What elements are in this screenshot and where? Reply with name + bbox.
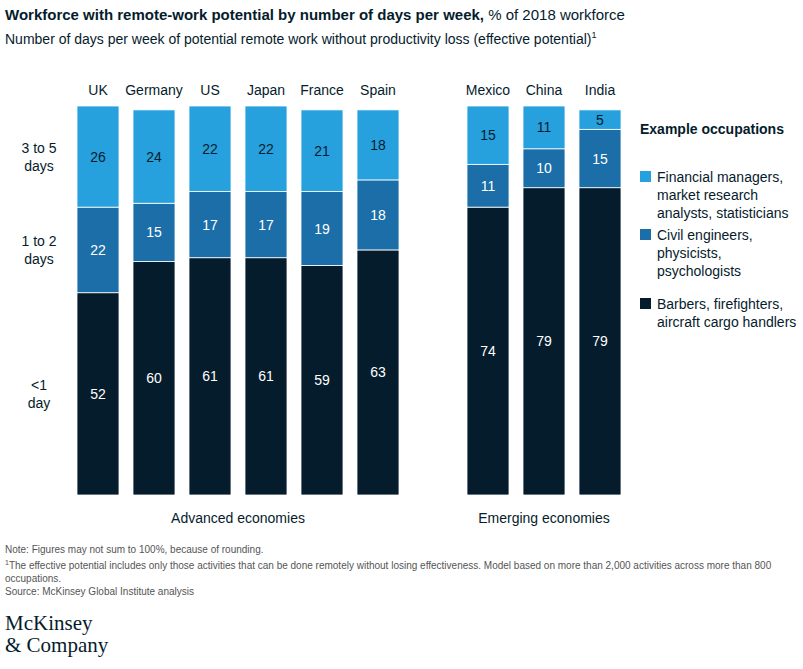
series-label-box: <1 day [18, 376, 60, 412]
bar-segment [523, 188, 565, 495]
title-block: Workforce with remote-work potential by … [5, 6, 800, 24]
category-label: Germany [125, 82, 183, 98]
category-label: UK [88, 82, 108, 98]
bar-segment [467, 106, 509, 164]
data-label: 79 [536, 333, 552, 349]
bar-segment [133, 262, 175, 495]
bar-segment [357, 250, 399, 495]
data-label: 19 [314, 221, 330, 237]
bar-segment [523, 149, 565, 188]
data-label: 15 [480, 127, 496, 143]
data-label: 26 [90, 149, 106, 165]
bar-segment [77, 293, 119, 495]
bar-segment [189, 258, 231, 495]
category-label: Spain [360, 82, 396, 98]
bar-segment [77, 207, 119, 293]
group-label: Emerging economies [478, 510, 610, 526]
bars [77, 106, 621, 495]
logo: McKinsey& Company [5, 612, 108, 656]
logo-line: & Company [5, 633, 108, 657]
source: Source: McKinsey Global Institute analys… [5, 586, 194, 597]
bar-segment [133, 203, 175, 261]
bar-segment [579, 188, 621, 495]
data-label: 17 [202, 217, 218, 233]
data-label: 61 [202, 368, 218, 384]
data-label: 15 [592, 151, 608, 167]
legend-text: Financial managers, market research anal… [657, 169, 789, 221]
bar-segment [245, 106, 287, 192]
legend-swatch [640, 298, 651, 309]
footnote-mark: 1 [5, 559, 9, 566]
subtitle: Number of days per week of potential rem… [5, 31, 591, 47]
data-label: 5 [596, 112, 604, 128]
data-label: 18 [370, 137, 386, 153]
legend-title: Example occupations [640, 121, 784, 137]
bar-segment [467, 164, 509, 207]
bar-segment [301, 110, 343, 192]
legend-item: Barbers, firefighters, aircraft cargo ha… [657, 295, 803, 331]
bar-segment [467, 207, 509, 495]
bar-segment [189, 106, 231, 192]
data-label: 18 [370, 207, 386, 223]
data-label: 10 [536, 160, 552, 176]
category-label: Japan [247, 82, 285, 98]
data-label: 22 [202, 141, 218, 157]
bar-segment [579, 110, 621, 129]
data-label: 24 [146, 149, 162, 165]
data-label: 79 [592, 333, 608, 349]
legend-text: Barbers, firefighters, aircraft cargo ha… [657, 296, 796, 330]
bar-segment [245, 192, 287, 258]
bar-segment [357, 180, 399, 250]
subtitle-mark: 1 [591, 30, 596, 40]
data-labels: 52 22 26 60 15 24 61 17 22 61 17 22 59 19 21 63 18 18 74 11… [90, 112, 608, 402]
bar-segment [133, 110, 175, 203]
title: Workforce with remote-work potential by … [5, 6, 484, 23]
legend-title-box: Example occupations [640, 120, 790, 138]
bar-segment [245, 258, 287, 495]
data-label: 11 [481, 178, 496, 194]
logo-line: McKinsey [5, 611, 93, 635]
legend-text: Civil engineers, physicists, psychologis… [657, 227, 753, 279]
title-unit: % of 2018 workforce [488, 6, 625, 23]
data-label: 61 [258, 368, 274, 384]
notes: Note: Figures may not sum to 100%, becau… [5, 543, 795, 598]
data-label: 11 [537, 119, 552, 135]
bar-segment [301, 265, 343, 495]
data-label: 21 [314, 143, 330, 159]
data-label: 15 [146, 224, 162, 240]
note: Note: Figures may not sum to 100%, becau… [5, 544, 263, 555]
series-label-box: 3 to 5 days [18, 139, 60, 175]
category-label: France [300, 82, 344, 98]
data-label: 22 [90, 242, 106, 258]
data-label: 59 [314, 372, 330, 388]
bar-segment [301, 192, 343, 266]
data-label: 52 [90, 386, 106, 402]
data-label: 63 [370, 364, 386, 380]
bar-segment [189, 192, 231, 258]
data-label: 60 [146, 370, 162, 386]
bar-segment [357, 110, 399, 180]
legend-item: Civil engineers, physicists, psychologis… [657, 226, 803, 280]
footnote: The effective potential includes only th… [5, 560, 771, 584]
category-label: India [585, 82, 616, 98]
data-label: 74 [480, 343, 496, 359]
data-label: 22 [258, 141, 274, 157]
series-label: 3 to 5 days [21, 140, 56, 174]
legend-swatch [640, 229, 651, 240]
legend-swatch [640, 171, 651, 182]
bar-segment [77, 106, 119, 207]
category-label: China [526, 82, 563, 98]
series-label: 1 to 2 days [21, 233, 56, 267]
category-label: Mexico [466, 82, 511, 98]
legend-item: Financial managers, market research anal… [657, 168, 803, 222]
bar-segment [523, 106, 565, 149]
bar-segment [579, 129, 621, 187]
series-label: <1 day [28, 377, 51, 411]
category-label: US [200, 82, 219, 98]
data-label: 17 [258, 217, 274, 233]
subtitle-block: Number of days per week of potential rem… [5, 26, 800, 48]
group-label: Advanced economies [171, 510, 305, 526]
series-label-box: 1 to 2 days [18, 232, 60, 268]
